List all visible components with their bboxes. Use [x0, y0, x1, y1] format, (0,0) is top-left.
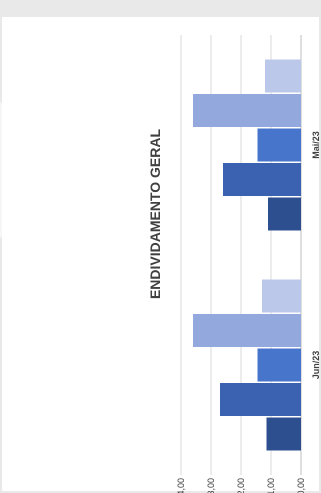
bar [193, 314, 301, 347]
bar [193, 94, 301, 127]
bar [262, 279, 301, 313]
category-label: Jun/23 [311, 351, 321, 380]
y-tick-label: 1,00 [266, 478, 276, 493]
y-tick-label: 0,00 [296, 478, 306, 493]
y-tick-label: 4,00 [176, 478, 186, 493]
bars [193, 59, 301, 451]
bar [223, 163, 301, 196]
bar [266, 417, 301, 451]
bar [257, 348, 301, 382]
category-labels: Jun/23 Mai/23 [311, 131, 321, 379]
bar [268, 197, 301, 231]
bar [257, 128, 301, 162]
y-tick-label: 2,00 [236, 478, 246, 493]
chart-title: ENDIVIDAMENTO GERAL [147, 129, 163, 300]
y-tick-label: 3,00 [206, 478, 216, 493]
y-axis-ticks: 0,00 1,00 2,00 3,00 4,00 [176, 478, 306, 493]
bar [265, 59, 301, 93]
category-label: Mai/23 [311, 131, 321, 159]
bar [220, 383, 301, 416]
